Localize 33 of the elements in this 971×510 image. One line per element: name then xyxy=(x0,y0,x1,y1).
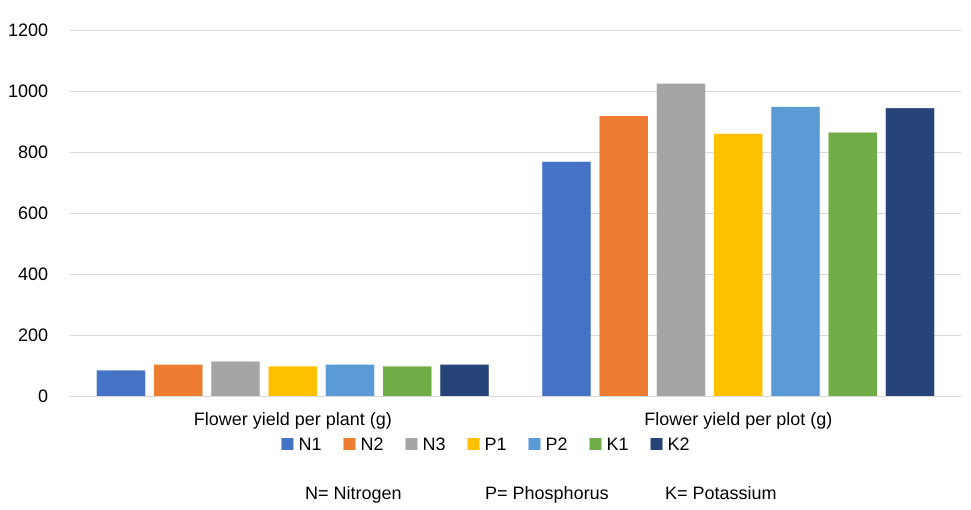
bar xyxy=(542,162,591,396)
bar xyxy=(326,364,374,396)
bar xyxy=(268,366,318,396)
y-tick-label: 1000 xyxy=(8,81,48,101)
bar xyxy=(656,84,706,396)
bar xyxy=(714,134,763,396)
bar xyxy=(828,132,878,396)
legend-label: K2 xyxy=(668,434,690,454)
legend-label: P1 xyxy=(484,434,507,454)
legend-label: N2 xyxy=(360,434,384,454)
bar xyxy=(440,364,489,396)
bar xyxy=(599,116,648,396)
text: N= Nitrogen xyxy=(305,483,402,503)
bar xyxy=(886,108,934,396)
x-tick-label: Flower yield per plant (g) xyxy=(194,409,392,429)
y-tick-label: 400 xyxy=(18,264,48,284)
text: P= Phosphorus xyxy=(485,483,609,503)
bar xyxy=(382,366,432,396)
x-tick-label: Flower yield per plot (g) xyxy=(644,409,832,429)
y-tick-label: 0 xyxy=(38,386,48,406)
bar xyxy=(96,370,146,396)
bar xyxy=(771,106,820,396)
legend-label: N1 xyxy=(298,434,322,454)
legend-label: K1 xyxy=(606,434,629,454)
y-tick-label: 600 xyxy=(18,203,48,223)
y-tick-label: 200 xyxy=(18,325,48,345)
legend-label: P2 xyxy=(546,434,568,454)
bar xyxy=(154,364,203,396)
y-tick-label: 1200 xyxy=(8,20,48,40)
legend-label: N3 xyxy=(422,434,446,454)
bar xyxy=(211,362,260,396)
y-tick-label: 800 xyxy=(18,142,48,162)
text: K= Potassium xyxy=(665,483,777,503)
